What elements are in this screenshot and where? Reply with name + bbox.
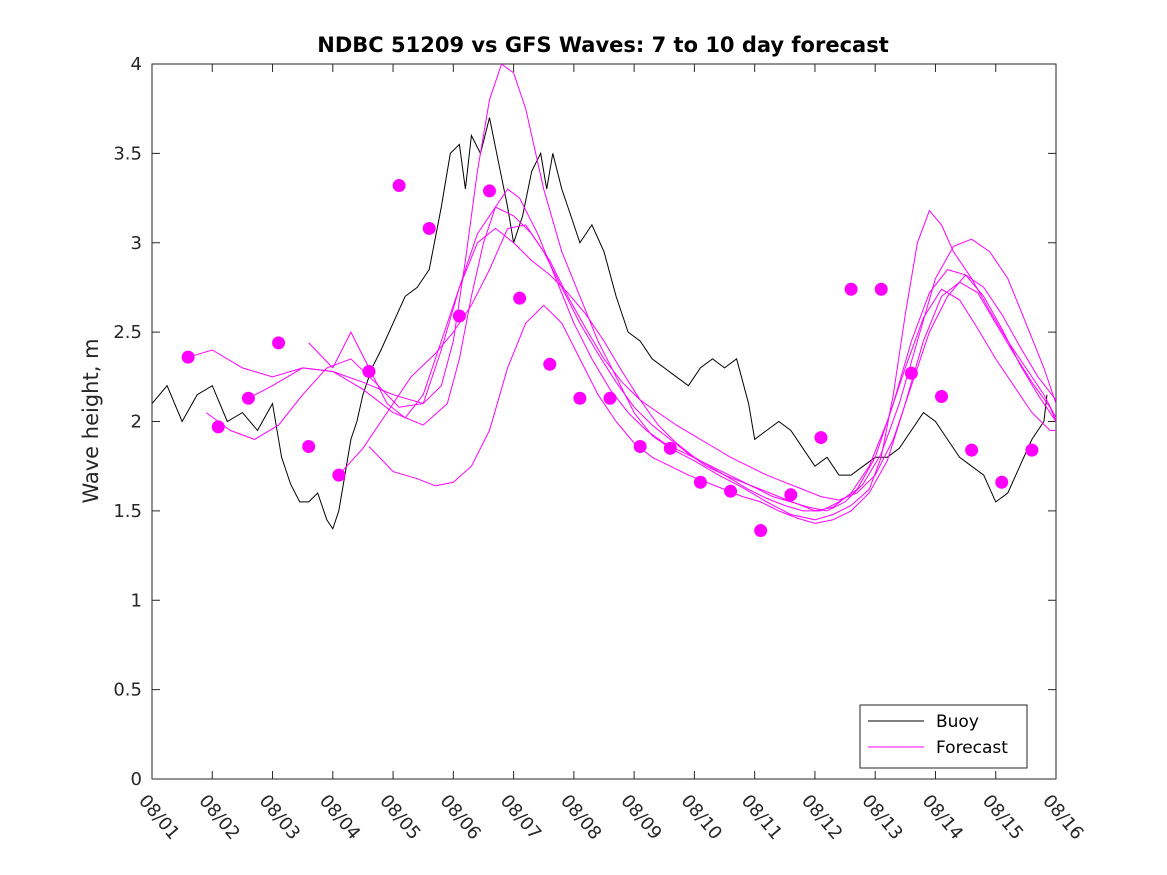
y-axis-label: Wave height, m xyxy=(79,338,103,503)
x-tick-label: 08/10 xyxy=(677,791,726,844)
forecast-point xyxy=(392,179,406,193)
y-tick-label: 2.5 xyxy=(113,322,142,343)
forecast-point xyxy=(513,291,527,305)
x-tick-label: 08/14 xyxy=(918,791,967,844)
forecast-point xyxy=(784,488,798,502)
y-tick-label: 0 xyxy=(131,769,142,790)
forecast-point xyxy=(482,184,496,198)
forecast-point xyxy=(995,475,1009,489)
forecast-run-line xyxy=(338,224,1056,512)
chart-title: NDBC 51209 vs GFS Waves: 7 to 10 day for… xyxy=(317,33,888,57)
plot-area xyxy=(151,63,1057,780)
forecast-point xyxy=(724,484,738,498)
forecast-point xyxy=(181,350,195,364)
x-tick-label: 08/11 xyxy=(737,791,786,844)
series-layer xyxy=(151,63,1057,538)
legend-forecast-label: Forecast xyxy=(936,738,1008,758)
forecast-run-line xyxy=(205,227,1057,512)
forecast-point xyxy=(844,282,858,296)
y-axis: 0 0.5 1 1.5 2 2.5 3 3.5 4 xyxy=(113,54,1056,790)
x-tick-label: 08/12 xyxy=(797,791,846,844)
forecast-point xyxy=(754,524,768,538)
forecast-run-line xyxy=(188,63,1057,521)
x-tick-label: 08/09 xyxy=(616,791,665,844)
y-tick-label: 1.5 xyxy=(113,501,142,522)
legend-box xyxy=(859,704,1028,769)
x-tick-label: 08/05 xyxy=(375,791,424,844)
x-tick-label: 08/03 xyxy=(255,791,304,844)
forecast-run-line xyxy=(368,281,1057,524)
x-tick-label: 08/08 xyxy=(556,791,605,844)
forecast-point xyxy=(422,221,436,235)
forecast-point xyxy=(603,391,617,405)
forecast-point xyxy=(573,391,587,405)
x-tick-label: 08/02 xyxy=(194,791,243,844)
y-tick-label: 3 xyxy=(131,233,142,254)
y-tick-label: 3.5 xyxy=(113,143,142,164)
y-tick-label: 1 xyxy=(131,590,142,611)
forecast-point xyxy=(302,440,316,454)
buoy-line xyxy=(151,117,1048,530)
x-tick-label: 08/13 xyxy=(857,791,906,844)
x-tick-label: 08/06 xyxy=(436,791,485,844)
x-tick-label: 08/16 xyxy=(1038,791,1087,844)
legend: Buoy Forecast xyxy=(859,704,1028,769)
forecast-point xyxy=(965,443,979,457)
forecast-point xyxy=(934,389,948,403)
forecast-point xyxy=(874,282,888,296)
forecast-point xyxy=(1025,443,1039,457)
x-tick-label: 08/04 xyxy=(315,791,364,844)
x-tick-label: 08/07 xyxy=(496,791,545,844)
y-tick-label: 0.5 xyxy=(113,680,142,701)
y-tick-label: 4 xyxy=(131,54,142,75)
forecast-point xyxy=(211,420,225,434)
x-tick-label: 08/15 xyxy=(978,791,1027,844)
y-tick-label: 2 xyxy=(131,412,142,433)
legend-buoy-label: Buoy xyxy=(936,712,979,732)
forecast-point xyxy=(814,431,828,445)
forecast-point xyxy=(543,357,557,371)
x-tick-label: 08/01 xyxy=(134,791,183,844)
forecast-point xyxy=(272,336,286,350)
